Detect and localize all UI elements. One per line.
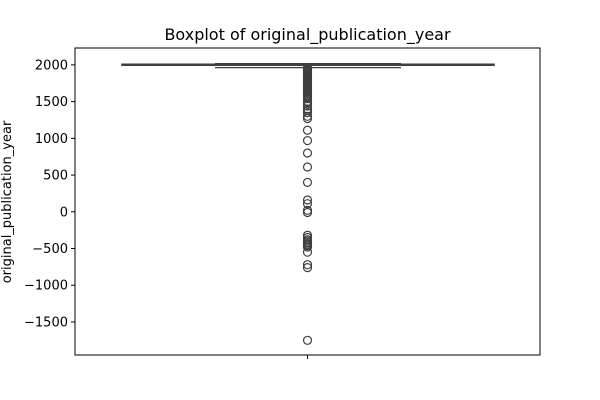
outlier-point [302,177,313,188]
chart-title: Boxplot of original_publication_year [164,25,451,45]
y-tick-label: −500 [32,242,68,257]
y-tick-label: 2000 [35,58,68,73]
y-tick-label: −1500 [24,315,68,330]
outlier-point [302,195,313,205]
y-axis: 2000 1500 1000 500 0 −500 −1000 −1500 [24,58,75,330]
outlier-points [302,63,313,345]
outlier-point [302,242,313,252]
y-axis-label: original_publication_year [0,120,15,283]
outlier-point [302,207,313,218]
y-tick-label: 0 [60,205,68,220]
y-tick-label: 1000 [35,132,68,147]
y-tick-label: 1500 [35,95,68,110]
outlier-point [302,101,313,111]
y-tick-label: −1000 [24,279,68,294]
outlier-point [302,247,313,257]
outlier-point [302,108,313,118]
outlier-point [302,260,313,270]
outlier-point [302,263,313,273]
outlier-point [302,125,313,135]
outlier-point [302,148,313,158]
outlier-point [302,162,313,172]
outlier-point [302,199,313,209]
outlier-point [302,335,313,345]
y-tick-label: 500 [43,169,68,184]
outlier-point [302,113,313,124]
outlier-point [302,94,313,104]
outlier-point [302,135,313,146]
